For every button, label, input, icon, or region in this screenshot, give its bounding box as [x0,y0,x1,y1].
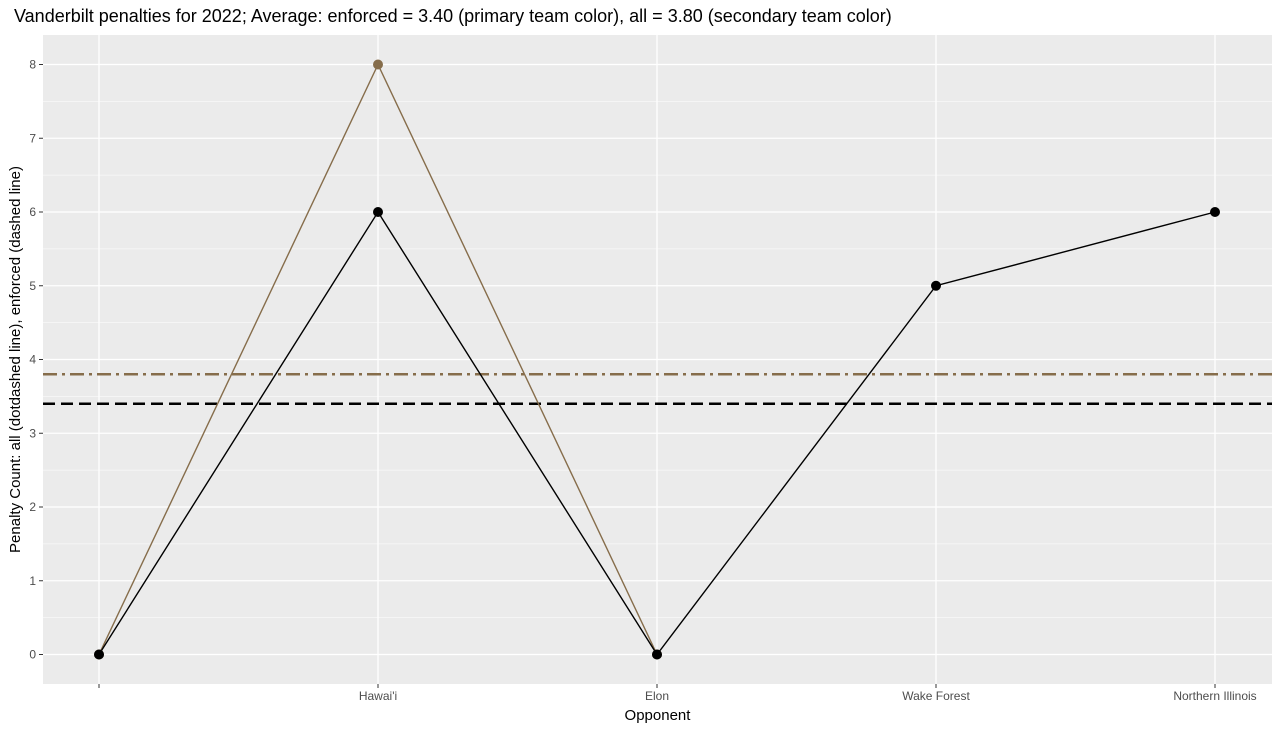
x-axis: Hawai'i Elon Wake Forest Northern Illinois [98,684,1257,703]
y-tick-label: 0 [29,648,36,662]
chart-title: Vanderbilt penalties for 2022; Average: … [14,6,892,26]
y-axis-title: Penalty Count: all (dotdashed line), enf… [7,166,24,553]
reference-lines [43,372,1272,406]
grid-major [43,35,1272,684]
all-point [373,59,383,70]
y-tick-label: 2 [29,500,36,514]
enforced-point [373,207,383,217]
enforced-point [94,649,104,660]
y-tick-label: 4 [29,353,36,367]
y-tick-label: 3 [29,426,36,440]
series-points [94,59,1220,660]
x-tick-label: Elon [645,689,669,703]
y-tick-label: 1 [29,574,36,588]
x-tick-label: Wake Forest [902,689,970,703]
y-tick-label: 8 [29,58,36,72]
x-axis-title: Opponent [625,707,692,724]
enforced-point [652,649,662,660]
enforced-point [1210,207,1220,217]
y-tick-label: 7 [29,131,36,145]
y-tick-label: 5 [29,279,36,293]
enforced-point [931,280,941,291]
y-axis: 0 1 2 3 4 5 6 7 8 [29,58,43,662]
x-tick-label: Northern Illinois [1173,689,1256,703]
x-tick-label: Hawai'i [359,689,397,703]
y-tick-label: 6 [29,205,36,219]
